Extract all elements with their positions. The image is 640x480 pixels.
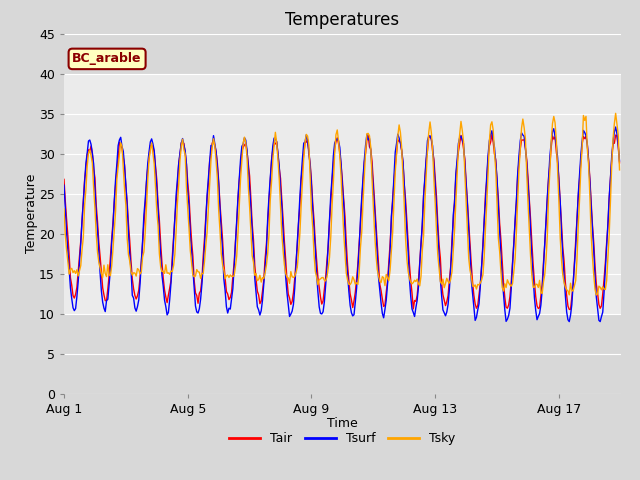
Y-axis label: Temperature: Temperature (25, 174, 38, 253)
Bar (64, 73, 621, 313)
Title: Temperatures: Temperatures (285, 11, 399, 29)
X-axis label: Time: Time (327, 417, 358, 430)
Legend: Tair, Tsurf, Tsky: Tair, Tsurf, Tsky (224, 427, 461, 450)
Text: BC_arable: BC_arable (72, 52, 142, 65)
